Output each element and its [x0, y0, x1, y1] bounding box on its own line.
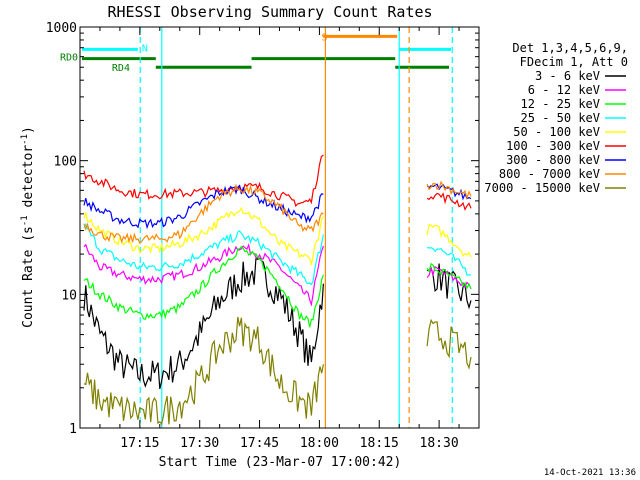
- series-line: [83, 222, 324, 286]
- y-label-exponent: -1: [20, 215, 30, 226]
- y-label-part: Count Rate (s: [21, 226, 36, 328]
- y-tick-label: 1000: [46, 21, 77, 36]
- x-tick-label: 17:45: [240, 436, 279, 451]
- data-series: [83, 154, 472, 426]
- y-label-part: detector: [21, 145, 36, 216]
- x-tick-label: 17:15: [120, 436, 159, 451]
- series-line: [426, 192, 472, 211]
- legend-entry-label: 6 - 12 keV: [528, 83, 600, 97]
- x-tick-label: 18:30: [420, 436, 459, 451]
- vertical-markers: [139, 27, 453, 428]
- y-axis-label: Count Rate (s-1 detector-1): [20, 126, 36, 328]
- x-tick-label: 18:15: [360, 436, 399, 451]
- chart-title: RHESSI Observing Summary Count Rates: [107, 3, 432, 21]
- generation-timestamp: 14-Oct-2021 13:36: [544, 468, 636, 478]
- series-line: [83, 242, 324, 307]
- series-line: [83, 206, 324, 265]
- legend-entry-label: 800 - 7000 keV: [499, 167, 600, 181]
- y-tick-label: 100: [54, 155, 77, 170]
- legend: Det 1,3,4,5,6,9, FDecim 1, Att 0 3 - 6 k…: [484, 41, 628, 195]
- series-line: [83, 183, 324, 245]
- legend-header-line: Det 1,3,4,5,6,9,: [512, 41, 628, 55]
- annotation-label: S: [321, 32, 327, 43]
- annotation-label: N: [142, 44, 148, 55]
- series-line: [426, 246, 472, 276]
- state-annotations: RD0 RD4 N S: [60, 32, 327, 74]
- legend-entry-label: 300 - 800 keV: [506, 153, 600, 167]
- y-tick-label: 10: [61, 288, 77, 303]
- legend-entry-label: 25 - 50 keV: [521, 111, 600, 125]
- y-tick-label: 1: [69, 422, 77, 437]
- legend-entry-label: 3 - 6 keV: [535, 69, 600, 83]
- legend-entry-label: 100 - 300 keV: [506, 139, 600, 153]
- axes: 17:15 17:30 17:45 18:00 18:15 18:30 1 10 100 1000: [46, 21, 480, 451]
- legend-entry-label: 7000 - 15000 keV: [484, 181, 600, 195]
- annotation-label: RD0: [60, 53, 78, 64]
- series-line: [83, 245, 324, 328]
- y-label-part: ): [21, 126, 36, 134]
- series-line: [426, 180, 472, 200]
- legend-entry-label: 12 - 25 keV: [521, 97, 600, 111]
- x-tick-label: 17:30: [180, 436, 219, 451]
- series-line: [426, 223, 472, 258]
- x-tick-label: 18:00: [300, 436, 339, 451]
- series-line: [83, 257, 324, 390]
- attenuator-bars: [81, 34, 452, 69]
- series-line: [426, 318, 472, 370]
- series-line: [426, 262, 472, 290]
- annotation-label: RD4: [112, 63, 130, 74]
- legend-header-line: FDecim 1, Att 0: [520, 55, 628, 69]
- x-axis-label: Start Time (23-Mar-07 17:00:42): [159, 455, 402, 470]
- series-line: [83, 316, 324, 426]
- series-line: [83, 154, 324, 208]
- y-label-exponent: -1: [20, 134, 30, 145]
- legend-entry-label: 50 - 100 keV: [513, 125, 600, 139]
